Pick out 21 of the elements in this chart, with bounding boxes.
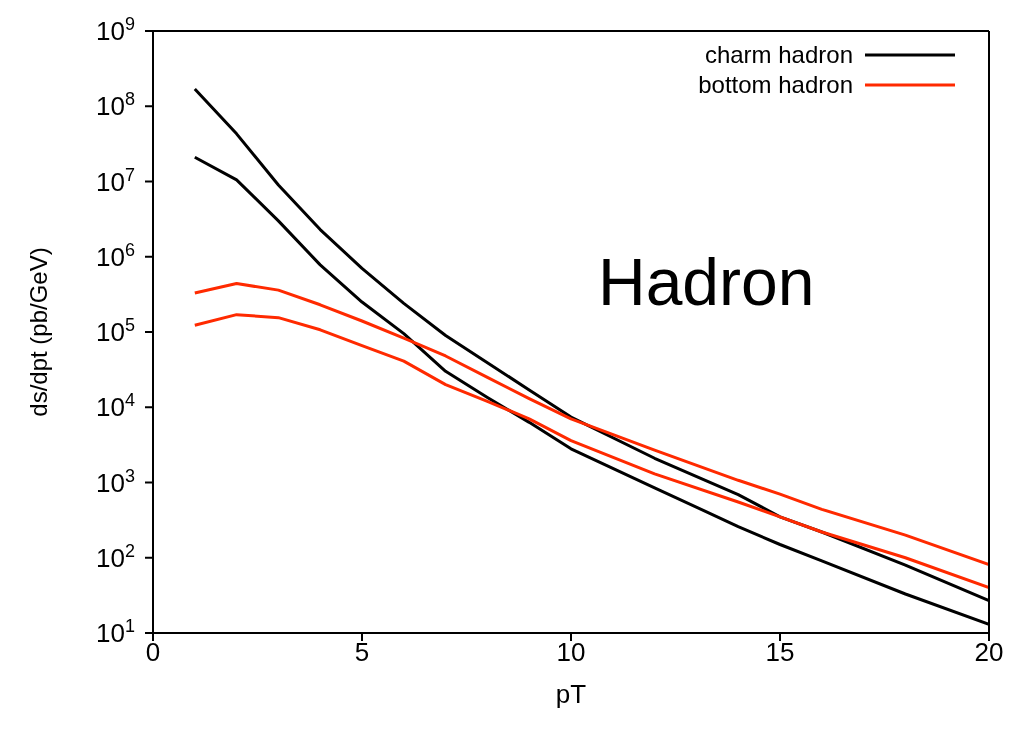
x-tick-label: 15 — [765, 637, 795, 668]
line-series — [193, 313, 989, 590]
x-tick-label: 0 — [145, 637, 161, 668]
y-tick-label: 10$^{4}$ — [96, 390, 135, 423]
line-series — [193, 155, 989, 626]
x-axis-title: pT — [555, 679, 587, 709]
y-tick-label: 10$^{6}$ — [96, 239, 135, 272]
y-tick-label: 10$^{3}$ — [96, 465, 135, 498]
legend-label: charm hadron — [704, 41, 853, 69]
x-tick-label: 20 — [974, 637, 1004, 668]
x-tick-label: 10 — [556, 637, 586, 668]
legend-label: bottom hadron — [698, 71, 853, 99]
y-tick-label: 10$^{7}$ — [96, 164, 135, 197]
y-tick-label: 10$^{5}$ — [96, 315, 135, 347]
y-tick-label: 10$^{2}$ — [96, 540, 135, 573]
x-tick-label: 5 — [354, 637, 370, 668]
annotation: Hadron — [598, 244, 815, 320]
y-axis-title: ds/dpt (pb/GeV) — [24, 247, 52, 417]
y-tick-label: 10$^{9}$ — [96, 14, 135, 46]
y-tick-label: 10$^{1}$ — [96, 616, 135, 648]
y-tick-label: 10$^{8}$ — [96, 89, 135, 122]
